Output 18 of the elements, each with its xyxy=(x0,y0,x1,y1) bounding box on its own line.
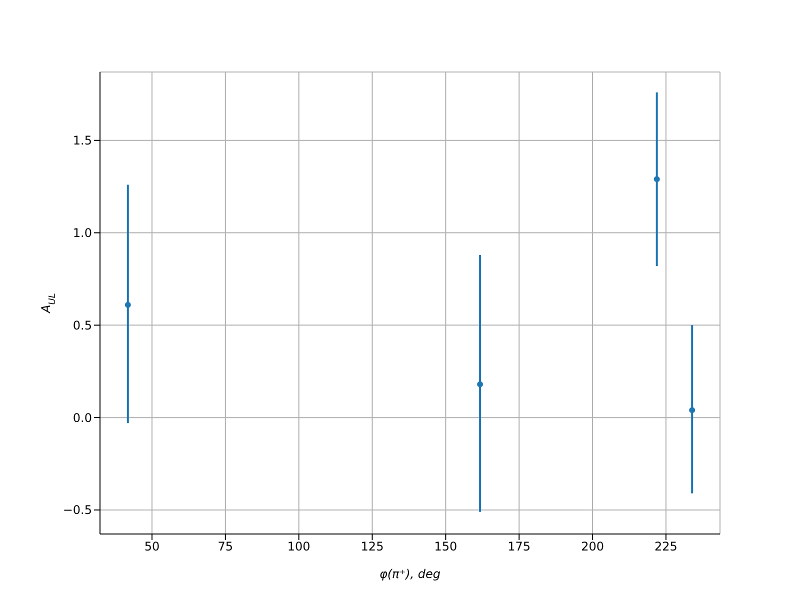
x-tick-label: 175 xyxy=(508,540,531,554)
y-tick-label: 0.5 xyxy=(72,318,92,332)
x-tick-label: 75 xyxy=(218,540,234,554)
x-tick-label: 125 xyxy=(360,540,384,554)
x-axis-title: φ(π⁺), deg xyxy=(379,567,441,581)
point xyxy=(689,407,696,414)
x-tick-label: 50 xyxy=(144,540,160,554)
x-tick-label: 100 xyxy=(287,540,310,554)
point xyxy=(654,176,660,182)
x-tick-label: 225 xyxy=(654,540,678,554)
x-tick-label: 150 xyxy=(434,540,458,554)
y-tick-label: 1.5 xyxy=(72,134,92,148)
point xyxy=(124,302,131,308)
y-tick-label: 1.0 xyxy=(72,226,92,240)
y-tick-label: 0.0 xyxy=(72,410,92,425)
point xyxy=(477,381,484,388)
y-tick-label: −0.5 xyxy=(62,503,92,518)
x-tick-label: 200 xyxy=(581,540,604,554)
